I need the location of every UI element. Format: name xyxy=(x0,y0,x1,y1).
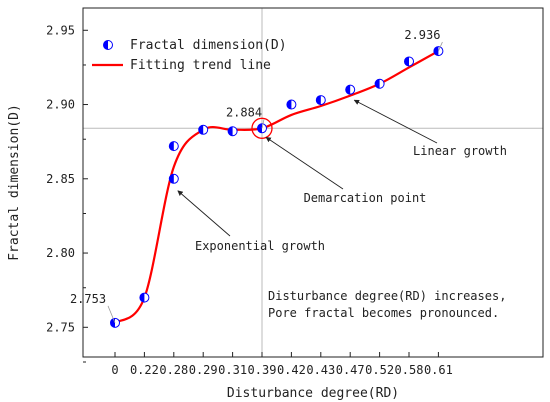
marker-fill xyxy=(433,46,439,56)
reference-lines xyxy=(83,8,543,357)
marker-fill xyxy=(375,79,380,89)
legend-label: Fractal dimension(D) xyxy=(130,38,287,53)
annotation-arrow xyxy=(177,190,231,237)
x-tick-label: 0.58 xyxy=(395,363,424,377)
marker-fill xyxy=(169,174,174,184)
data-point xyxy=(286,99,297,110)
annotation-arrow xyxy=(353,99,438,144)
y-tick-label: 2.85 xyxy=(46,172,75,186)
x-tick-label: 0.42 xyxy=(277,363,306,377)
data-point xyxy=(198,124,209,135)
annotation-arrow xyxy=(265,136,344,190)
data-point xyxy=(227,126,238,137)
annotation-label: Demarcation point xyxy=(304,191,427,205)
marker-fill xyxy=(228,126,233,136)
demarcation-circle xyxy=(251,117,273,139)
marker-fill xyxy=(345,85,351,95)
data-points xyxy=(110,46,444,328)
marker-fill xyxy=(404,56,409,66)
marker-fill xyxy=(198,125,204,135)
note-text: Disturbance degree(RD) increases, Pore fr… xyxy=(268,289,506,320)
value-leader-line xyxy=(107,305,116,323)
value-label: 2.884 xyxy=(226,105,262,119)
x-tick-label: 0.61 xyxy=(424,363,453,377)
data-point xyxy=(168,173,179,184)
value-leader-line xyxy=(261,119,265,129)
x-tick-label: 0.39 xyxy=(248,363,277,377)
plot-frame xyxy=(82,7,544,358)
x-tick-label: 0.22 xyxy=(130,363,159,377)
data-point xyxy=(315,95,326,106)
marker-fill xyxy=(286,100,292,110)
x-tick-label: 0.29 xyxy=(189,363,218,377)
annotation-label: Linear growth xyxy=(413,144,507,158)
axis-ticks: 2.75 2.80 2.85 2.90 2.95 0 0.22 0.28 0.29 0.31 0.3… xyxy=(46,23,453,377)
fitting-trend-line-path xyxy=(114,50,439,324)
marker-fill xyxy=(169,141,174,151)
y-tick-label: 2.75 xyxy=(46,320,75,334)
y-axis-label: Fractal dimension(D) xyxy=(7,104,22,261)
data-point xyxy=(168,141,179,152)
y-tick-label: 2.95 xyxy=(46,23,75,37)
annotation-label: Exponential growth xyxy=(195,239,325,253)
marker-fill xyxy=(103,40,108,50)
value-label: 2.936 xyxy=(404,28,440,42)
x-tick-label: 0.52 xyxy=(365,363,394,377)
legend: Fractal dimension(D) Fitting trend line xyxy=(92,38,287,73)
marker-fill xyxy=(316,95,321,105)
x-tick-label: 0.43 xyxy=(306,363,335,377)
data-point xyxy=(345,84,356,95)
legend-label: Fitting trend line xyxy=(130,58,271,73)
marker-fill xyxy=(257,123,262,133)
data-point xyxy=(139,292,150,303)
x-tick-label: 0.31 xyxy=(218,363,247,377)
note-line: Pore fractal becomes pronounced. xyxy=(268,306,499,320)
y-tick-label: 2.90 xyxy=(46,98,75,112)
y-tick-label: 2.80 xyxy=(46,246,75,260)
value-leader-line xyxy=(438,41,443,52)
fitting-trend-line xyxy=(114,50,439,324)
legend-marker-points xyxy=(103,40,113,50)
note-line: Disturbance degree(RD) increases, xyxy=(268,289,506,303)
x-tick-label: 0.28 xyxy=(159,363,188,377)
data-point xyxy=(374,78,385,89)
x-tick-label: 0.47 xyxy=(336,363,365,377)
data-point xyxy=(257,123,267,134)
value-label: 2.753 xyxy=(70,292,106,306)
annotations: 2.753 2.884 2.936 Exponential growth Demarca… xyxy=(70,28,507,323)
marker-fill xyxy=(139,293,145,303)
x-tick-label: 0 xyxy=(111,363,118,377)
x-axis-label: Disturbance degree(RD) xyxy=(227,386,399,401)
data-point xyxy=(404,56,414,67)
